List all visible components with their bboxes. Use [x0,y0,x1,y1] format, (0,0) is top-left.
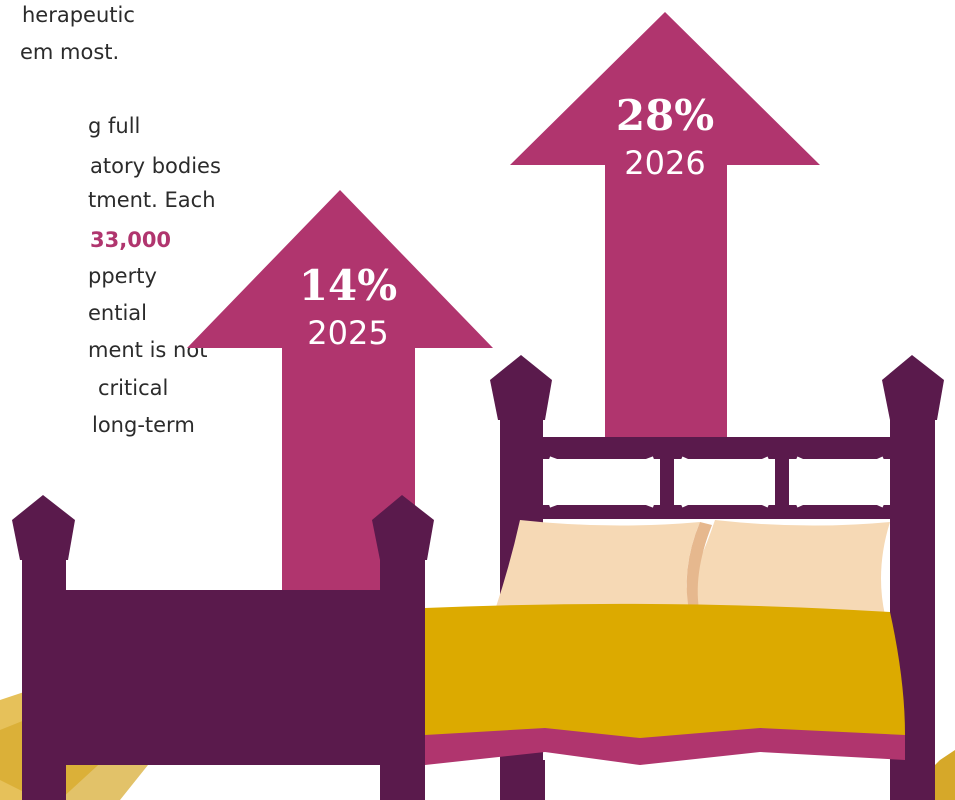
text-line: tment. Each [88,188,216,212]
blanket [425,603,905,745]
text-line: ment is not [88,338,207,362]
stat-value: 28% [616,91,714,140]
stat-year: 2026 [624,144,705,182]
blanket-fringe [425,728,905,765]
text-line: g full [88,114,140,138]
pillow [675,520,890,615]
text-line: pperty [88,264,157,288]
text-line: em most. [20,40,119,64]
text-line: ential [88,301,147,325]
arrow [510,12,820,450]
text-line: atory bodies [90,154,221,178]
lattice [545,456,888,508]
paragraph: herapeutic em most. g full atory bodies … [20,3,221,437]
pillow-shade [686,522,712,615]
text-line: critical [98,376,168,400]
stat-year: 2025 [307,314,388,352]
stat-value: 14% [299,261,397,310]
highlight: 33,000 [90,228,171,252]
pillow [495,520,700,615]
text-line: herapeutic [22,3,135,27]
footboard [12,495,434,800]
arrow [187,190,493,600]
bed-leg [510,760,545,800]
text-line: long-term [92,413,195,437]
